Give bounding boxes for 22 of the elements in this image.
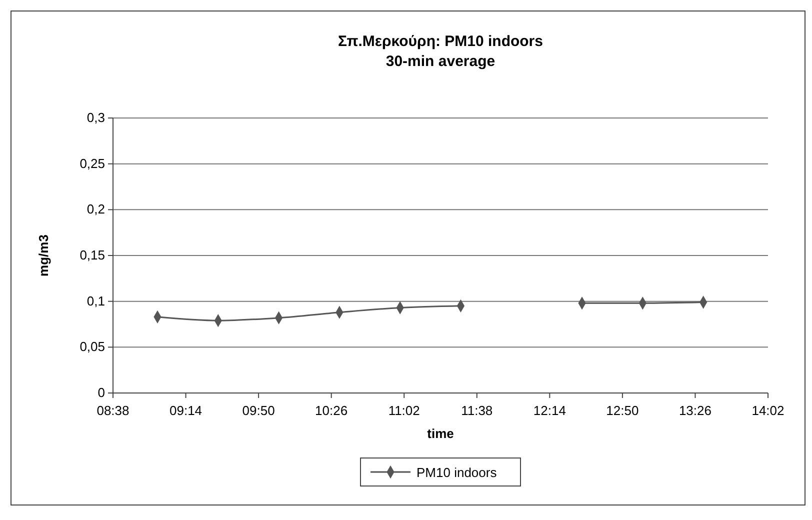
x-axis-title: time bbox=[427, 426, 454, 441]
y-tick-label: 0,3 bbox=[86, 110, 105, 125]
x-tick-label: 12:50 bbox=[606, 403, 639, 418]
x-tick-label: 11:38 bbox=[461, 403, 493, 418]
x-tick-label: 08:38 bbox=[96, 403, 130, 418]
y-axis-title: mg/m3 bbox=[36, 234, 51, 276]
y-tick-label: 0,05 bbox=[80, 339, 105, 354]
chart-title: Σπ.Μερκούρη: PM10 indoors bbox=[338, 33, 544, 50]
y-tick-label: 0,2 bbox=[86, 202, 105, 217]
x-tick-label: 09:14 bbox=[170, 403, 202, 418]
x-tick-label: 13:26 bbox=[678, 403, 712, 418]
y-tick-label: 0,15 bbox=[80, 248, 105, 262]
y-tick-label: 0 bbox=[98, 385, 105, 400]
legend-label: PM10 indoors bbox=[416, 465, 498, 480]
y-tick-label: 0,1 bbox=[86, 293, 105, 308]
x-tick-label: 12:14 bbox=[533, 403, 566, 418]
x-tick-label: 09:50 bbox=[242, 403, 275, 418]
chart-subtitle: 30-min average bbox=[386, 53, 496, 70]
y-tick-label: 0,25 bbox=[80, 156, 105, 171]
x-tick-label: 14:02 bbox=[752, 403, 784, 418]
x-tick-label: 11:02 bbox=[388, 403, 420, 418]
x-tick-label: 10:26 bbox=[315, 403, 348, 418]
